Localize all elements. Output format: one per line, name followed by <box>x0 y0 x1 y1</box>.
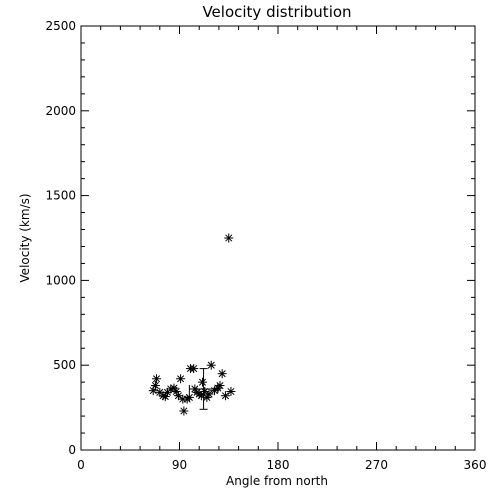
data-point <box>152 374 162 384</box>
x-tick-label: 180 <box>267 458 290 472</box>
data-points <box>148 233 236 416</box>
data-point <box>189 364 199 374</box>
x-tick-label: 90 <box>172 458 187 472</box>
data-point <box>220 391 230 401</box>
x-axis: 0 90 180 270 360 <box>77 26 486 472</box>
x-tick-label: 360 <box>464 458 487 472</box>
data-point <box>184 392 194 402</box>
data-point <box>197 377 207 387</box>
y-axis-label: Velocity (km/s) <box>18 193 32 282</box>
error-bar <box>188 368 219 410</box>
data-point <box>176 374 186 384</box>
x-axis-label: Angle from north <box>226 474 328 488</box>
y-tick-label: 2000 <box>45 104 76 118</box>
data-point <box>204 389 214 399</box>
data-point <box>179 406 189 416</box>
y-tick-label: 0 <box>68 443 76 457</box>
y-tick-label: 500 <box>53 358 76 372</box>
x-tick-label: 0 <box>77 458 85 472</box>
y-axis: 0 500 1000 1500 2000 2500 <box>45 19 475 457</box>
data-point <box>224 233 234 243</box>
chart-title: Velocity distribution <box>202 3 351 21</box>
y-tick-label: 2500 <box>45 19 76 33</box>
y-tick-label: 1000 <box>45 273 76 287</box>
data-point <box>217 369 227 379</box>
data-point <box>150 381 160 391</box>
data-point <box>226 386 236 396</box>
x-tick-label: 270 <box>365 458 388 472</box>
data-point <box>173 391 183 401</box>
data-point <box>160 392 170 402</box>
data-point <box>206 360 216 370</box>
y-tick-label: 1500 <box>45 189 76 203</box>
plot-frame <box>80 25 476 451</box>
